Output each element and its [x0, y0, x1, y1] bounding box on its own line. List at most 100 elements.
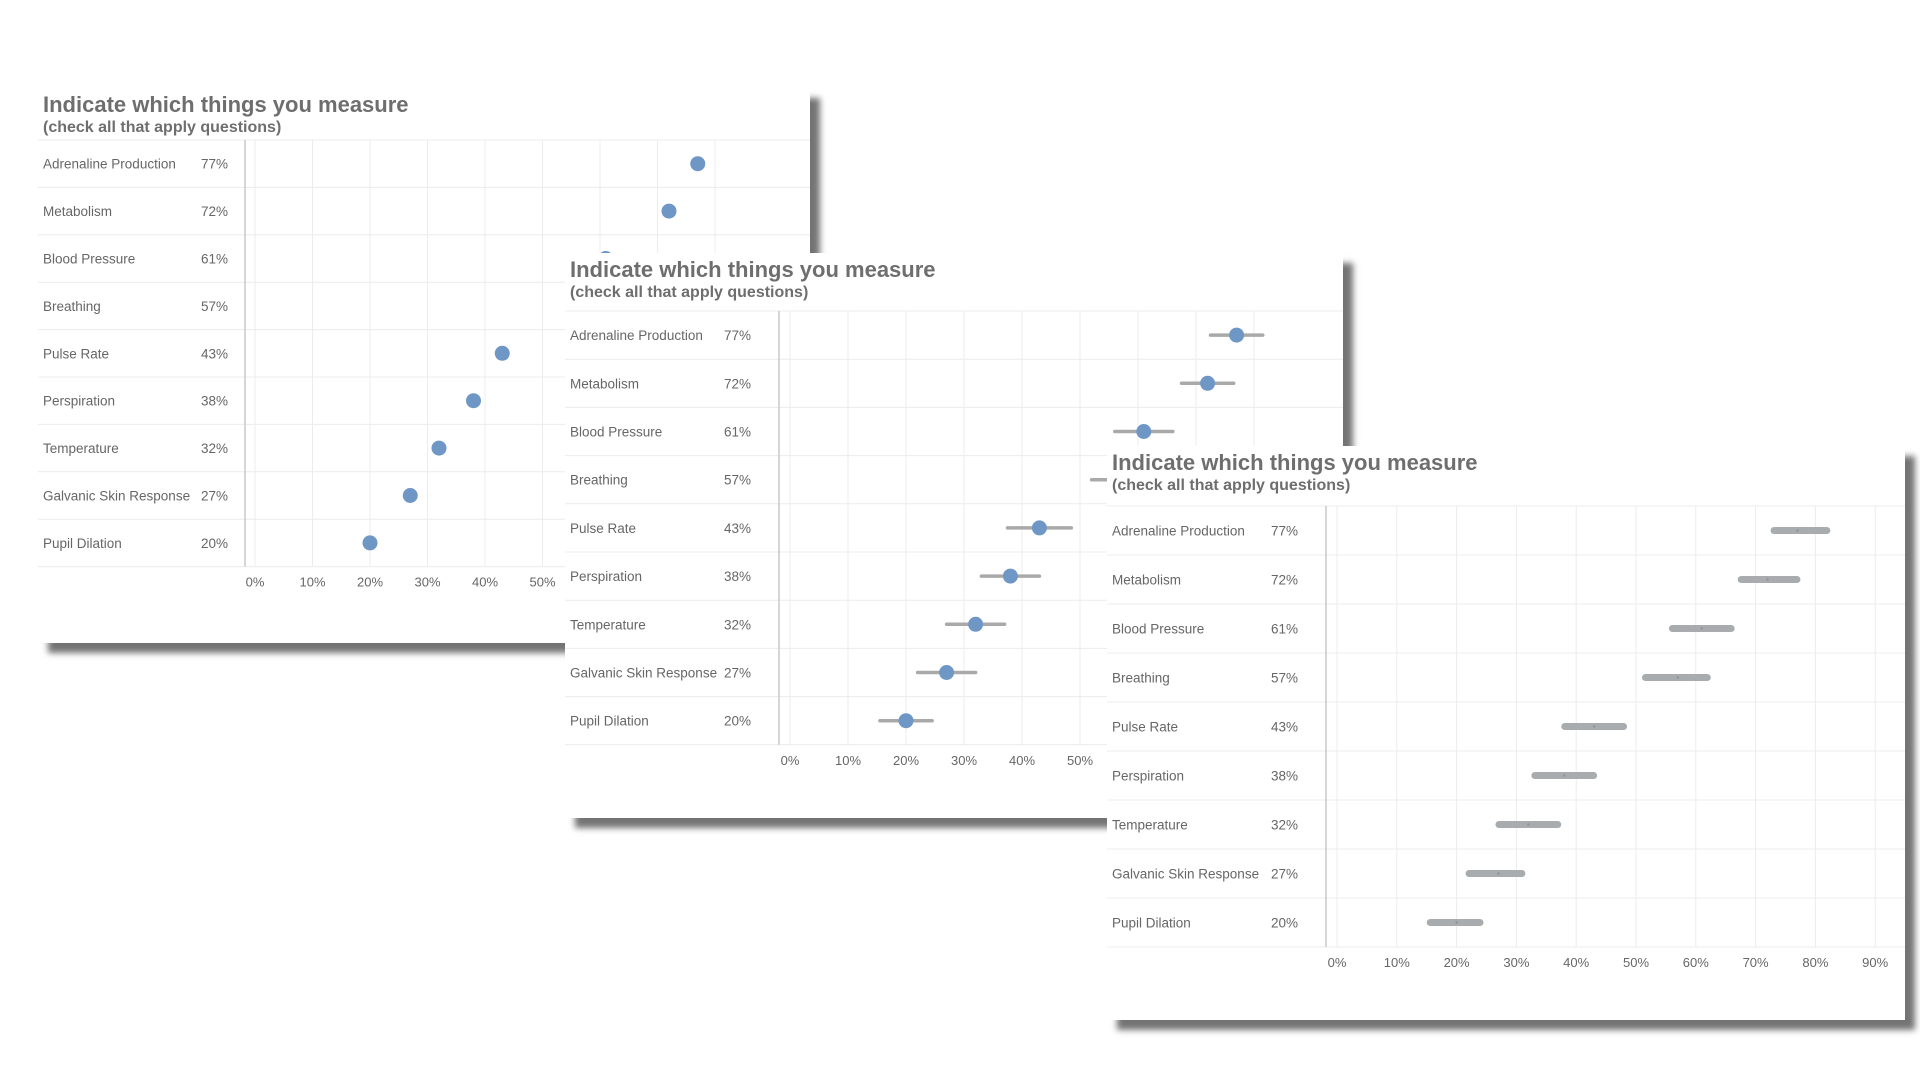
percent-label: 27% [724, 666, 751, 681]
interval-midpoint [1563, 774, 1566, 777]
category-label: Adrenaline Production [570, 328, 703, 343]
category-label: Perspiration [570, 569, 642, 584]
x-tick-label: 0% [781, 753, 800, 768]
percent-label: 32% [1271, 818, 1298, 833]
x-tick-label: 0% [246, 575, 265, 590]
percent-label: 57% [201, 299, 228, 314]
percent-label: 43% [724, 521, 751, 536]
x-tick-label: 30% [951, 753, 977, 768]
chart-title: Indicate which things you measure [43, 92, 409, 117]
x-tick-label: 50% [529, 575, 555, 590]
percent-label: 72% [1271, 573, 1298, 588]
interval-bar [1770, 527, 1831, 534]
x-tick-label: 70% [1743, 955, 1769, 970]
category-label: Perspiration [43, 394, 115, 409]
percent-label: 27% [201, 489, 228, 504]
category-label: Blood Pressure [570, 425, 662, 440]
percent-label: 77% [1271, 524, 1298, 539]
percent-label: 38% [724, 569, 751, 584]
data-point [1002, 568, 1018, 584]
category-label: Temperature [570, 617, 646, 632]
percent-label: 61% [724, 425, 751, 440]
interval-bar [1426, 919, 1484, 926]
category-label: Metabolism [1112, 573, 1181, 588]
x-tick-label: 10% [299, 575, 325, 590]
percent-label: 57% [1271, 671, 1298, 686]
x-tick-label: 10% [1384, 955, 1410, 970]
category-label: Breathing [570, 473, 628, 488]
x-tick-label: 40% [1563, 955, 1589, 970]
interval-band-chart: 0% 10% 20% 30% 40% 50% 60% 70% 80% 90% Adrenaline … [1107, 505, 1905, 970]
interval-midpoint [1766, 578, 1769, 581]
interval-midpoint [1676, 676, 1680, 679]
data-point [690, 156, 706, 172]
data-point [494, 345, 510, 361]
interval-midpoint [1592, 725, 1596, 728]
category-label: Temperature [1112, 818, 1188, 833]
percent-label: 57% [724, 473, 751, 488]
x-tick-label: 20% [357, 575, 383, 590]
category-label: Galvanic Skin Response [1112, 867, 1259, 882]
data-point [1031, 520, 1047, 536]
interval-bar [1737, 576, 1801, 583]
category-label: Temperature [43, 441, 119, 456]
chart-title: Indicate which things you measure [570, 257, 936, 282]
percent-label: 61% [1271, 622, 1298, 637]
category-label: Pupil Dilation [570, 714, 649, 729]
x-tick-label: 60% [1683, 955, 1709, 970]
category-label: Metabolism [570, 376, 639, 391]
data-point [362, 535, 378, 551]
chart-title: Indicate which things you measure [1112, 450, 1478, 475]
percent-label: 32% [201, 441, 228, 456]
interval-midpoint [1700, 627, 1703, 630]
category-label: Adrenaline Production [43, 157, 176, 172]
category-label: Pulse Rate [1112, 720, 1178, 735]
x-tick-label: 0% [1328, 955, 1347, 970]
x-tick-label: 40% [1009, 753, 1035, 768]
category-label: Pulse Rate [43, 346, 109, 361]
category-label: Galvanic Skin Response [43, 489, 190, 504]
percent-label: 27% [1271, 867, 1298, 882]
percent-label: 20% [1271, 916, 1298, 931]
chart-subtitle: (check all that apply questions) [43, 119, 282, 136]
chart-panel-3: Indicate which things you measure (check… [1107, 446, 1905, 1020]
data-point [968, 616, 984, 632]
data-point [898, 713, 914, 729]
category-label: Adrenaline Production [1112, 524, 1245, 539]
category-label: Pulse Rate [570, 521, 636, 536]
x-tick-label: 50% [1067, 753, 1093, 768]
category-label: Pupil Dilation [43, 536, 122, 551]
interval-midpoint [1527, 823, 1530, 826]
x-tick-label: 20% [893, 753, 919, 768]
percent-label: 72% [201, 204, 228, 219]
percent-label: 72% [724, 376, 751, 391]
chart-subtitle: (check all that apply questions) [1112, 477, 1351, 494]
category-label: Blood Pressure [1112, 622, 1204, 637]
category-label: Perspiration [1112, 769, 1184, 784]
x-tick-label: 80% [1802, 955, 1828, 970]
interval-midpoint [1796, 529, 1799, 532]
interval-midpoint [1455, 921, 1458, 924]
percent-label: 32% [724, 617, 751, 632]
percent-label: 61% [201, 252, 228, 267]
percent-label: 77% [724, 328, 751, 343]
x-tick-label: 10% [835, 753, 861, 768]
data-point [1200, 375, 1216, 391]
x-tick-label: 50% [1623, 955, 1649, 970]
x-tick-label: 90% [1862, 955, 1888, 970]
percent-label: 43% [201, 346, 228, 361]
data-point [466, 393, 481, 409]
category-label: Pupil Dilation [1112, 916, 1191, 931]
data-point [1136, 424, 1152, 439]
percent-label: 38% [201, 394, 228, 409]
percent-label: 43% [1271, 720, 1298, 735]
data-point [402, 488, 418, 503]
x-tick-label: 30% [1503, 955, 1529, 970]
interval-bar [1465, 870, 1526, 877]
x-tick-label: 30% [414, 575, 440, 590]
category-label: Breathing [43, 299, 101, 314]
data-point [661, 203, 677, 219]
percent-label: 77% [201, 157, 228, 172]
percent-label: 20% [724, 714, 751, 729]
percent-label: 38% [1271, 769, 1298, 784]
